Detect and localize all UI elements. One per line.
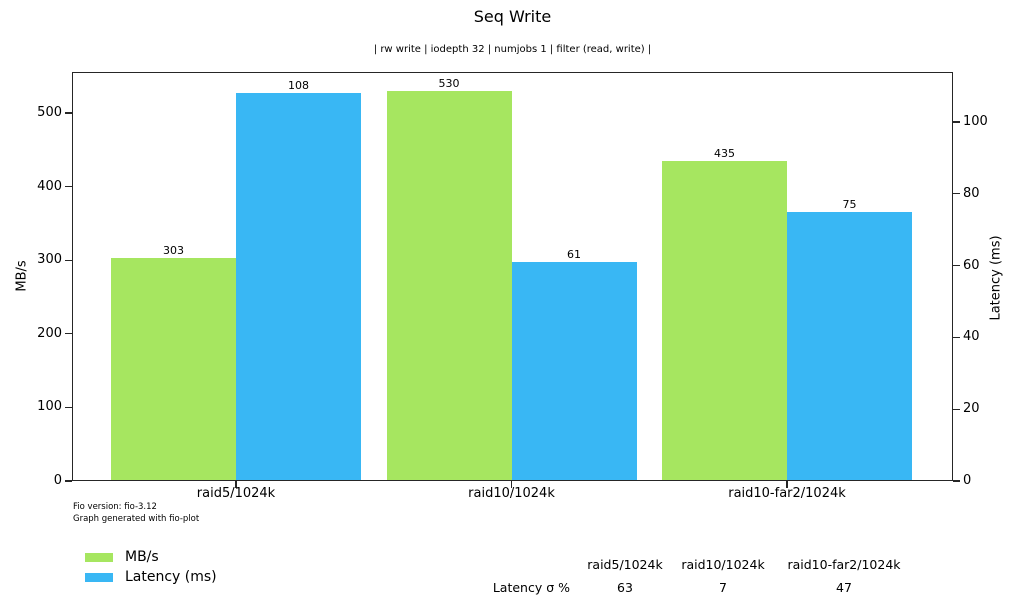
y-tick-label-left: 400 (37, 178, 62, 194)
latency-bar-3 (787, 211, 912, 481)
table-value-raid10: 7 (719, 580, 727, 595)
y-tick-label-left: 0 (53, 473, 62, 488)
fio-version-text: Fio version: fio-3.12 (73, 502, 157, 512)
table-header-raid5: raid5/1024k (587, 557, 663, 572)
bar-value-label: 530 (438, 76, 460, 90)
y-tick-label-left: 100 (37, 399, 62, 415)
y-tick-mark-right (953, 480, 960, 482)
y-tick-label-right: 0 (963, 473, 972, 488)
legend: MB/s Latency (ms) (85, 547, 217, 587)
x-tick-mark (510, 481, 513, 488)
plot-area: 303 108 530 61 435 75 (72, 72, 953, 481)
y-tick-mark-right (953, 408, 960, 410)
table-header-raid10-far2: raid10-far2/1024k (787, 557, 901, 572)
y-tick-mark-right (953, 121, 960, 123)
table-row-label: Latency σ % (492, 580, 570, 595)
right-axis-label: Latency (ms) (988, 235, 1004, 321)
x-tick-mark (786, 481, 788, 488)
left-axis-label: MB/s (14, 260, 30, 292)
legend-item-mbs: MB/s (85, 547, 217, 567)
y-tick-label-left: 500 (37, 105, 62, 120)
x-tick-label: raid5/1024k (196, 486, 276, 501)
latency-bar-2 (511, 262, 637, 481)
y-tick-label-right: 80 (963, 185, 980, 201)
bar-value-label: 108 (288, 79, 309, 93)
x-tick-label: raid10/1024k (468, 486, 555, 501)
y-tick-label-left: 300 (37, 252, 62, 268)
y-tick-mark-left (65, 406, 72, 409)
x-tick-label: raid10-far2/1024k (728, 486, 846, 501)
y-tick-label-left: 200 (37, 325, 62, 341)
latency-legend-swatch (85, 572, 113, 582)
footer-credits: Fio version: fio-3.12 Graph generated wi… (73, 501, 199, 525)
latency-legend-label: Latency (ms) (125, 569, 217, 585)
mbs-legend-label: MB/s (125, 549, 159, 565)
table-header-raid10: raid10/1024k (681, 557, 765, 572)
y-tick-label-right: 20 (963, 401, 980, 417)
bar-value-label: 61 (567, 248, 581, 262)
x-tick-mark (235, 481, 237, 488)
mbs-bar-1 (111, 258, 236, 481)
y-tick-mark-left (65, 112, 72, 114)
y-tick-label-right: 60 (963, 257, 980, 273)
y-tick-mark-left (65, 480, 72, 482)
latency-sigma-table: raid5/1024k raid10/1024k raid10-far2/102… (470, 553, 922, 599)
chart-title: Seq Write (473, 7, 552, 26)
latency-bar-1 (236, 93, 361, 481)
bar-value-label: 435 (714, 146, 735, 160)
bar-value-label: 75 (842, 197, 857, 211)
bar-value-label: 303 (163, 244, 184, 257)
chart-subtitle: | rw write | iodepth 32 | numjobs 1 | fi… (373, 44, 652, 55)
y-tick-label-right: 100 (963, 114, 988, 129)
mbs-bar-2 (386, 90, 512, 481)
y-tick-mark-left (65, 185, 72, 188)
table-value-raid10-far2: 47 (836, 580, 852, 595)
fio-plot-credit-text: Graph generated with fio-plot (73, 514, 200, 524)
mbs-legend-swatch (85, 552, 113, 562)
y-tick-mark-right (953, 264, 960, 267)
y-tick-label-right: 40 (963, 329, 980, 345)
y-tick-mark-left (65, 333, 72, 335)
legend-item-latency: Latency (ms) (85, 567, 217, 587)
y-tick-mark-right (953, 336, 960, 339)
table-value-raid5: 63 (617, 580, 633, 595)
mbs-bar-3 (662, 160, 787, 481)
y-tick-mark-right (953, 193, 960, 195)
y-tick-mark-left (65, 259, 72, 261)
